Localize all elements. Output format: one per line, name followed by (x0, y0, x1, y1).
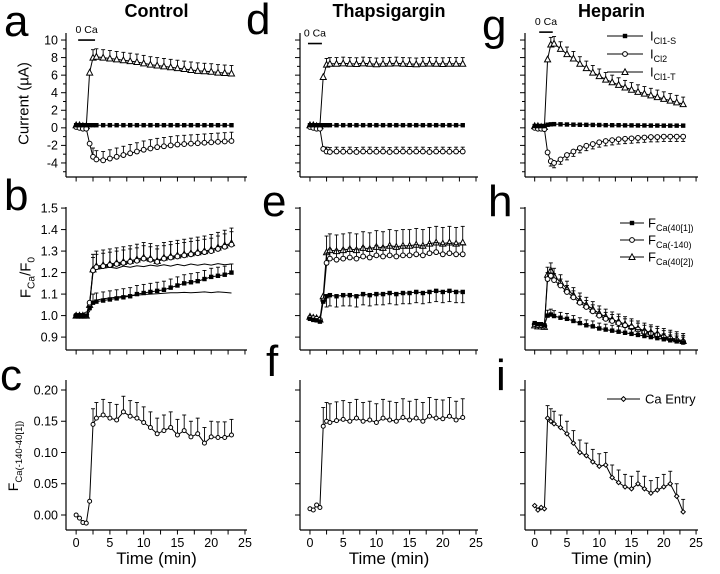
svg-text:4: 4 (51, 86, 58, 100)
panel-f-plot: 0 5 10 15 20 25 (295, 380, 483, 550)
svg-text:10: 10 (44, 33, 58, 47)
svg-text:0.00: 0.00 (34, 508, 58, 522)
panel-letter-i: i (496, 351, 506, 400)
panel-a-plot: -4 -2 0 2 4 6 8 10 0 Ca (44, 24, 247, 182)
panel-h-plot: FCa(40[1])FCa(-140)FCa(40[2]) (520, 207, 698, 355)
svg-text:0.15: 0.15 (34, 415, 58, 429)
svg-text:25: 25 (238, 536, 252, 550)
svg-text:10: 10 (369, 536, 383, 550)
svg-text:20: 20 (204, 536, 218, 550)
panel-b-plot: 0.9 1.0 1.1 1.2 1.3 1.4 1.5 (41, 201, 247, 355)
x-axis-label-control: Time (min) (116, 549, 197, 568)
svg-text:15: 15 (403, 536, 417, 550)
x-axis-label-heparin: Time (min) (571, 549, 652, 568)
svg-text:1.1: 1.1 (41, 287, 58, 301)
svg-text:10: 10 (592, 536, 606, 550)
svg-text:0: 0 (306, 536, 313, 550)
svg-text:6: 6 (51, 68, 58, 82)
panel-letter-d: d (246, 0, 271, 44)
y-axis-label-current: Current (µA) (15, 62, 33, 145)
svg-text:0 Ca: 0 Ca (76, 24, 98, 36)
svg-text:2: 2 (51, 104, 58, 118)
panel-e-plot (295, 207, 478, 355)
svg-text:ICl1-T: ICl1-T (650, 65, 676, 83)
svg-text:5: 5 (340, 536, 347, 550)
svg-text:5: 5 (563, 536, 570, 550)
svg-text:ICl2: ICl2 (650, 47, 667, 65)
svg-text:Ca Entry: Ca Entry (645, 392, 696, 407)
svg-text:0.20: 0.20 (34, 383, 58, 397)
panel-letter-e: e (262, 177, 287, 226)
svg-text:25: 25 (469, 536, 483, 550)
svg-text:8: 8 (51, 51, 58, 65)
svg-text:0 Ca: 0 Ca (304, 28, 326, 40)
panel-letter-h: h (488, 177, 513, 226)
svg-text:15: 15 (170, 536, 184, 550)
svg-text:FCa(40[2]): FCa(40[2]) (648, 250, 693, 268)
svg-text:0: 0 (531, 536, 538, 550)
x-axis-label-thapsigargin: Time (min) (348, 549, 430, 568)
svg-text:0 Ca: 0 Ca (535, 16, 557, 28)
panel-letter-g: g (482, 1, 507, 50)
svg-text:0.10: 0.10 (34, 446, 58, 460)
svg-text:1.5: 1.5 (41, 201, 58, 215)
column-title-thapsigargin: Thapsigargin (332, 1, 446, 21)
svg-text:1.3: 1.3 (41, 244, 58, 258)
panel-letter-a: a (4, 0, 29, 46)
svg-text:0: 0 (51, 121, 58, 135)
svg-text:15: 15 (625, 536, 639, 550)
svg-text:-2: -2 (47, 139, 58, 153)
svg-text:1.0: 1.0 (41, 309, 58, 323)
svg-text:-4: -4 (47, 156, 58, 170)
panel-letter-f: f (266, 337, 279, 386)
svg-text:5: 5 (106, 536, 113, 550)
panel-d-plot: 0 Ca (295, 28, 478, 182)
panel-c-plot: 0 5 10 15 20 25 0.00 0.05 0.10 0.15 0.20 (34, 380, 252, 550)
panel-letter-b: b (4, 171, 29, 220)
svg-text:0: 0 (73, 536, 80, 550)
svg-text:25: 25 (689, 536, 703, 550)
svg-text:1.4: 1.4 (41, 223, 58, 237)
svg-text:20: 20 (436, 536, 450, 550)
svg-text:20: 20 (657, 536, 671, 550)
column-title-control: Control (124, 1, 189, 21)
svg-text:0.05: 0.05 (34, 477, 58, 491)
svg-text:1.2: 1.2 (41, 266, 58, 280)
panel-letter-c: c (0, 351, 22, 400)
svg-text:FCa(40[1]): FCa(40[1]) (648, 216, 693, 234)
svg-text:0.9: 0.9 (41, 330, 58, 344)
panel-i-plot: 0 5 10 15 20 25 Ca Entry (520, 380, 703, 550)
svg-text:FCa(-140): FCa(-140) (648, 233, 691, 251)
svg-text:ICl1-S: ICl1-S (650, 29, 676, 47)
y-axis-label-fca-f0: FCa/F0 (17, 256, 38, 299)
svg-text:10: 10 (137, 536, 151, 550)
y-axis-label-ca-entry: FCa(-140-40[1]) (5, 420, 25, 492)
column-title-heparin: Heparin (577, 1, 646, 21)
